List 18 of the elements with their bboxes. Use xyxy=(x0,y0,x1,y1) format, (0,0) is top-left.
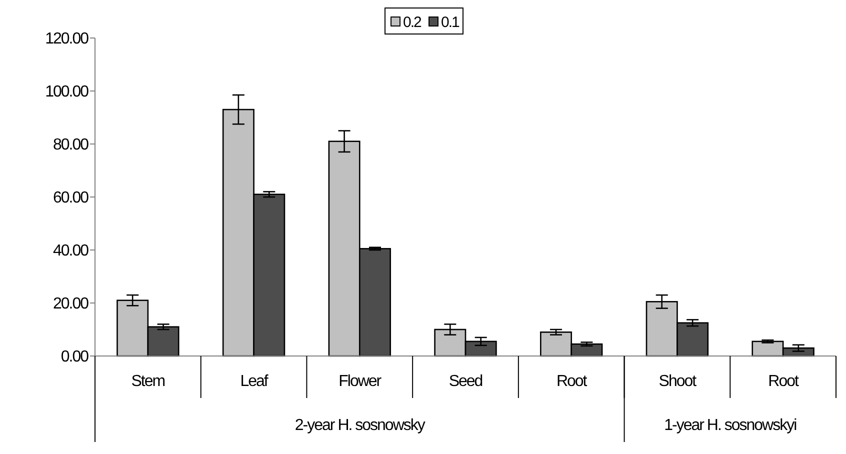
text: 2-year H. sosnowsky xyxy=(294,417,426,434)
y-tick-label: 80.00 xyxy=(52,136,90,154)
x-tick-label: Root xyxy=(768,373,800,390)
legend-label: 0.2 xyxy=(403,14,422,31)
x-tick-label: Root xyxy=(556,373,588,390)
y-tick-label: 60.00 xyxy=(52,190,90,207)
legend-label: 0.1 xyxy=(441,14,460,31)
x-tick-label: Leaf xyxy=(240,373,269,390)
x-tick-label: Stem xyxy=(131,373,166,390)
text: 1-year H. sosnowskyi xyxy=(664,417,797,434)
x-tick-label: Flower xyxy=(338,373,382,390)
y-tick-label: 0.00 xyxy=(60,348,90,366)
x-tick-label: Seed xyxy=(448,373,482,390)
y-tick-label: 100.00 xyxy=(45,84,90,101)
y-tick-label: 120.00 xyxy=(45,30,90,48)
y-tick-label: 20.00 xyxy=(52,296,90,313)
x-tick-label: Shoot xyxy=(658,373,698,390)
y-tick-label: 40.00 xyxy=(52,242,90,260)
